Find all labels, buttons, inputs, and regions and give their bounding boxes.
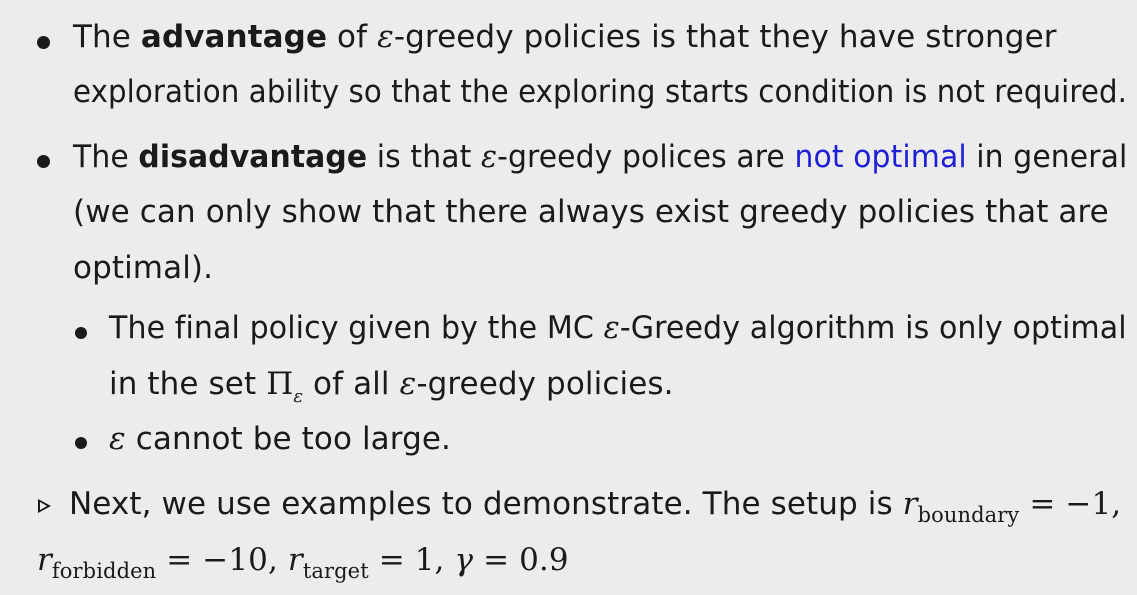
- math-text: = 0.9: [473, 542, 569, 578]
- pi-subscript: ε: [293, 386, 304, 407]
- text: in general: [966, 139, 1128, 175]
- bold-text: disadvantage: [138, 139, 368, 175]
- bullet1-line1: The advantage of ε-greedy policies is th…: [73, 22, 1057, 53]
- epsilon-symbol: ε: [603, 310, 620, 346]
- text: The final policy given by the MC: [109, 310, 604, 346]
- text: of all: [303, 366, 400, 402]
- epsilon-symbol: ε: [399, 366, 417, 402]
- subscript: boundary: [917, 503, 1020, 527]
- text: cannot be too large.: [125, 421, 451, 457]
- next-line1: Next, we use examples to demonstrate. Th…: [69, 486, 1122, 526]
- text: The: [73, 139, 139, 175]
- bold-text: advantage: [140, 19, 328, 55]
- sub-bullet-dot: [75, 437, 87, 449]
- next-line2: rforbidden = −10, rtarget = 1, γ = 0.9: [37, 542, 569, 582]
- text: Next, we use examples to demonstrate. Th…: [69, 486, 903, 522]
- sub-bullet-dot: [75, 327, 87, 339]
- text: in the set: [109, 366, 267, 402]
- subscript: forbidden: [51, 559, 157, 583]
- epsilon-symbol: ε: [109, 421, 126, 457]
- gamma-symbol: γ: [454, 542, 474, 578]
- triangle-marker-icon: [38, 499, 52, 513]
- text: -Greedy algorithm is only optimal: [619, 310, 1127, 346]
- text: of: [327, 19, 378, 55]
- text: is that: [367, 139, 481, 175]
- math-text: = 1,: [368, 542, 455, 578]
- sub1-line2: in the set Πε of all ε-greedy policies.: [109, 366, 674, 406]
- bullet-dot: [37, 36, 50, 49]
- r-symbol: r: [287, 542, 303, 578]
- bullet2-line2: (we can only show that there always exis…: [73, 194, 1109, 230]
- text: -greedy policies is that they have stron…: [393, 19, 1057, 55]
- subscript: target: [302, 559, 369, 583]
- epsilon-symbol: ε: [377, 19, 394, 55]
- sub2-line: ε cannot be too large.: [109, 424, 451, 455]
- bullet1-line2: exploration ability so that the explorin…: [73, 74, 1128, 110]
- r-symbol: r: [37, 542, 52, 578]
- highlight-text: not optimal: [794, 139, 967, 175]
- bullet2-line3: optimal).: [73, 250, 214, 286]
- math-text: = −1,: [1019, 486, 1122, 522]
- text: -greedy policies.: [416, 366, 674, 402]
- math-text: = −10,: [156, 542, 288, 578]
- text: The: [73, 19, 141, 55]
- bullet-dot: [37, 155, 50, 168]
- pi-symbol: Π: [266, 366, 294, 402]
- sub1-line1: The final policy given by the MC ε-Greed…: [109, 313, 1127, 344]
- r-symbol: r: [902, 486, 918, 522]
- epsilon-symbol: ε: [480, 139, 498, 175]
- text: -greedy polices are: [497, 139, 795, 175]
- bullet2-line1: The disadvantage is that ε-greedy police…: [73, 142, 1127, 173]
